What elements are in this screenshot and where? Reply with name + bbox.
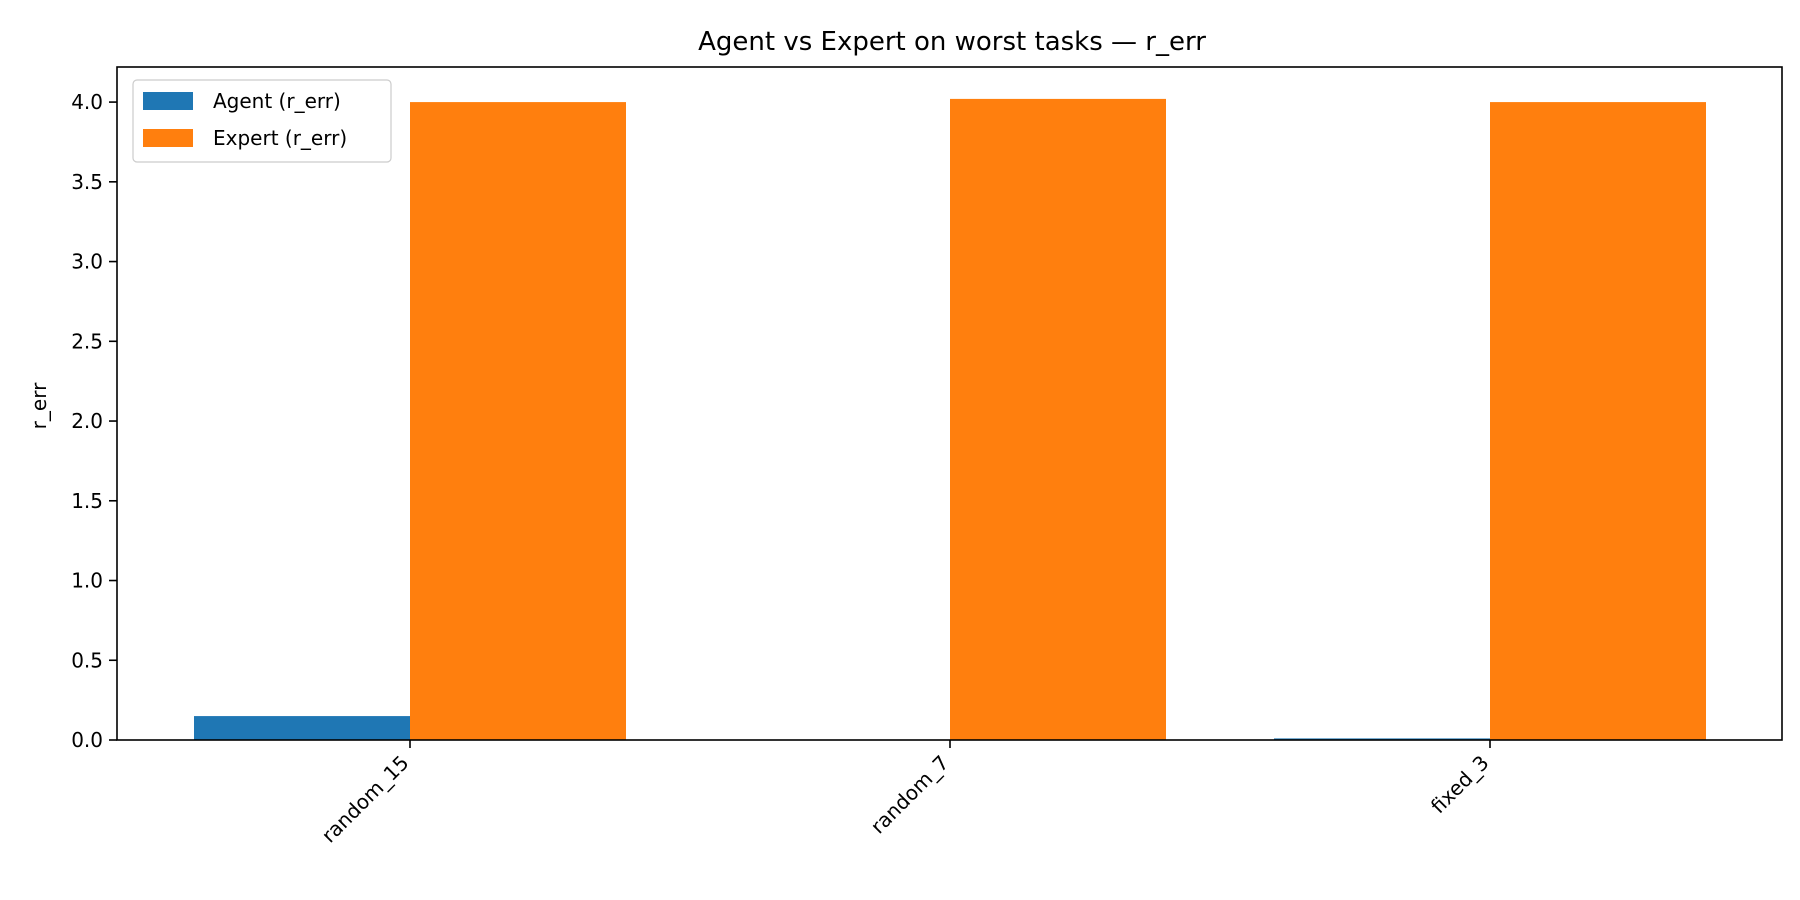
y-axis-label: r_err bbox=[27, 382, 51, 429]
chart-title: Agent vs Expert on worst tasks — r_err bbox=[698, 27, 1206, 57]
agent-bar-random-15 bbox=[194, 716, 410, 740]
y-tick-label: 3.5 bbox=[71, 170, 103, 194]
expert-bar-random-7 bbox=[950, 98, 1166, 740]
y-tick-label: 2.0 bbox=[71, 409, 103, 433]
y-tick-label: 0.5 bbox=[71, 648, 103, 672]
legend: Agent (r_err) Expert (r_err) bbox=[132, 79, 392, 163]
expert-bar-random-15 bbox=[410, 102, 626, 740]
y-tick-label: 0.0 bbox=[71, 728, 103, 752]
expert-bar-fixed-3 bbox=[1490, 102, 1706, 740]
bars bbox=[194, 98, 1706, 740]
plot-frame bbox=[116, 66, 1783, 741]
x-axis-ticks: random_15 random_7 fixed_3 bbox=[317, 740, 1494, 847]
y-tick-label: 4.0 bbox=[71, 90, 103, 114]
y-axis-ticks: 0.0 0.5 1.0 1.5 2.0 2.5 3.0 3.5 4.0 bbox=[71, 90, 117, 752]
y-tick-label: 3.0 bbox=[71, 250, 103, 274]
y-tick-label: 1.0 bbox=[71, 569, 103, 593]
x-tick-label: random_7 bbox=[866, 751, 954, 839]
y-tick-label: 1.5 bbox=[71, 489, 103, 513]
legend-swatch bbox=[143, 92, 193, 110]
x-tick-label: random_15 bbox=[317, 751, 414, 848]
legend-label: Expert (r_err) bbox=[213, 126, 347, 150]
legend-swatch bbox=[143, 129, 193, 147]
x-tick-label: fixed_3 bbox=[1426, 751, 1494, 819]
legend-box bbox=[132, 79, 392, 163]
legend-label: Agent (r_err) bbox=[213, 89, 341, 113]
y-tick-label: 2.5 bbox=[71, 329, 103, 353]
